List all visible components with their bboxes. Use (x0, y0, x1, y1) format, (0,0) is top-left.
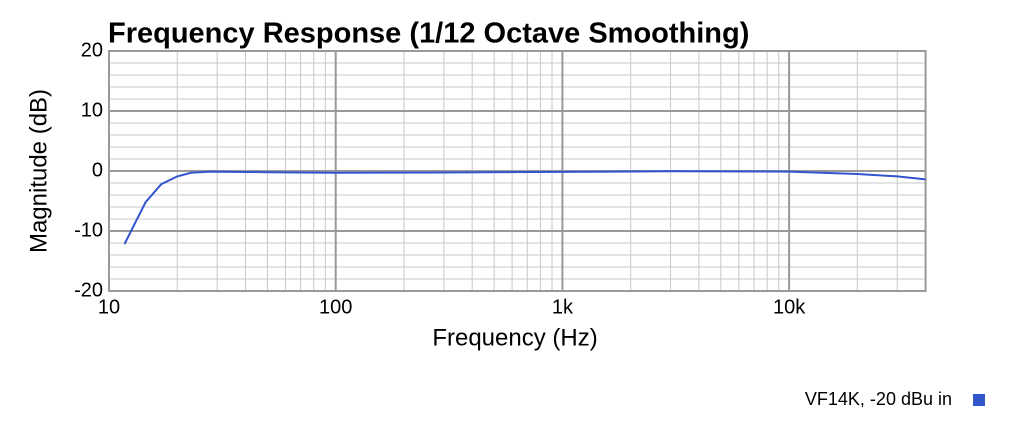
plot-frame (108, 50, 927, 292)
x-tick-label: 10 (98, 296, 120, 318)
legend-label: VF14K, -20 dBu in (805, 389, 952, 409)
y-tick-label: 0 (92, 159, 103, 181)
x-tick-label: 1k (552, 296, 574, 318)
y-tick-label: 10 (81, 99, 103, 121)
x-axis-label: Frequency (Hz) (432, 324, 597, 351)
y-tick-label: -20 (74, 279, 103, 301)
y-tick-label: 20 (81, 39, 103, 61)
y-axis-label: Magnitude (dB) (25, 89, 52, 253)
x-tick-label: 100 (319, 296, 352, 318)
legend-swatch (973, 394, 985, 406)
line-series (123, 170, 926, 245)
y-tick-label: -10 (74, 219, 103, 241)
x-tick-label: 10k (773, 296, 806, 318)
chart-title: Frequency Response (1/12 Octave Smoothin… (108, 18, 749, 50)
